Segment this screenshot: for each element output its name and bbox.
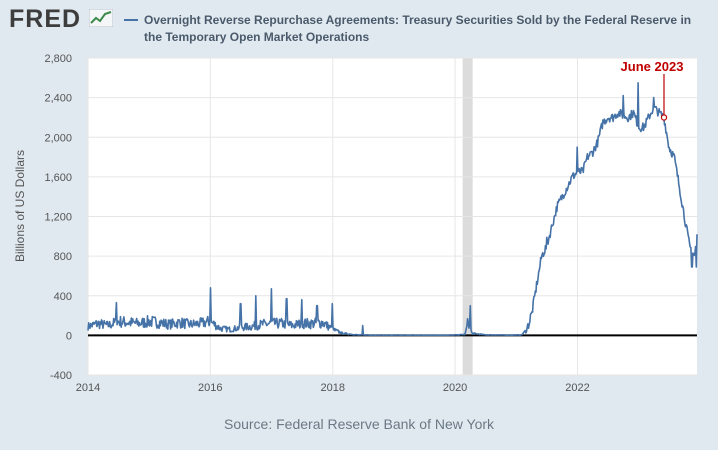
y-tick-label: 800 — [54, 251, 72, 263]
y-tick-label: 2,800 — [44, 53, 72, 65]
x-tick-label: 2022 — [565, 382, 589, 394]
legend-series-swatch — [124, 19, 138, 21]
y-tick-label: 0 — [66, 330, 72, 342]
x-tick-labels: 2014 2016 2018 2020 2022 — [76, 382, 590, 394]
y-tick-label: 1,600 — [44, 172, 72, 184]
x-tick-label: 2016 — [198, 382, 222, 394]
y-tick-label: 400 — [54, 291, 72, 303]
y-tick-label: 2,000 — [44, 132, 72, 144]
annotation-label: June 2023 — [621, 59, 684, 74]
fred-logo[interactable]: FRED — [9, 5, 82, 33]
x-tick-label: 2020 — [443, 382, 467, 394]
line-chart-icon — [89, 9, 113, 27]
x-tick-label: 2014 — [76, 382, 100, 394]
x-tick-label: 2018 — [321, 382, 345, 394]
annotation-marker — [660, 114, 668, 121]
chart-header: FRED Overnight Reverse Repurchase Agreem… — [0, 0, 718, 50]
y-tick-labels: -400 0 400 800 1,200 1,600 2,000 2,400 2,800 — [44, 53, 72, 382]
series-layer — [87, 82, 698, 337]
y-axis-label: Billions of US Dollars — [13, 150, 27, 262]
series-line — [87, 82, 698, 337]
y-tick-label: -400 — [50, 370, 72, 382]
y-tick-label: 2,400 — [44, 93, 72, 105]
y-tick-label: 1,200 — [44, 212, 72, 224]
annotation-layer: June 2023 — [621, 59, 684, 121]
source-note: Source: Federal Reserve Bank of New York — [223, 416, 495, 432]
chart-title: Overnight Reverse Repurchase Agreements:… — [144, 13, 692, 44]
